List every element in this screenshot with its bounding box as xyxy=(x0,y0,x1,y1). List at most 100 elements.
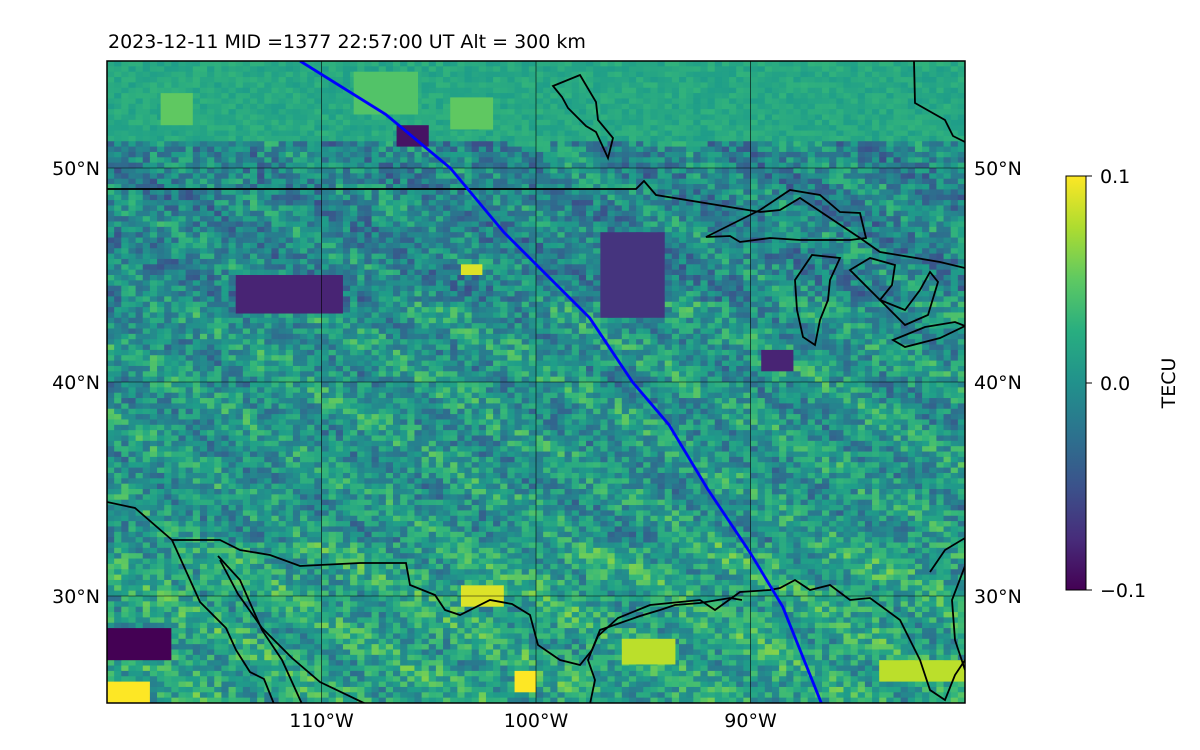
heatmap-cell xyxy=(628,114,637,121)
heatmap-cell xyxy=(679,200,687,207)
heatmap-cell xyxy=(400,194,408,201)
heatmap-cell xyxy=(271,216,280,223)
heatmap-cell xyxy=(235,103,244,110)
heatmap-cell xyxy=(235,109,244,116)
heatmap-cell xyxy=(714,119,723,126)
heatmap-cell xyxy=(714,237,723,244)
heatmap-cell xyxy=(342,205,351,212)
heatmap-cell xyxy=(250,216,258,223)
heatmap-cell xyxy=(493,248,501,255)
heatmap-cell xyxy=(378,61,387,67)
heatmap-cell xyxy=(929,221,937,228)
heatmap-cell xyxy=(700,130,709,137)
heatmap-cell xyxy=(321,93,330,100)
heatmap-cell xyxy=(750,87,759,94)
heatmap-cell xyxy=(135,184,144,190)
heatmap-cell xyxy=(714,173,723,180)
heatmap-cell xyxy=(614,221,623,228)
heatmap-cell xyxy=(893,82,902,89)
heatmap-cell xyxy=(507,173,516,180)
heatmap-cell xyxy=(149,258,158,265)
heatmap-cell xyxy=(142,184,151,190)
heatmap-cell xyxy=(700,119,709,126)
heatmap-cell xyxy=(743,178,752,185)
heatmap-cell xyxy=(135,253,144,260)
heatmap-cell xyxy=(943,87,952,94)
heatmap-cell xyxy=(957,184,965,190)
heatmap-cell xyxy=(493,130,501,137)
heatmap-cell xyxy=(350,205,358,212)
heatmap-cell xyxy=(764,146,773,153)
heatmap-cell xyxy=(886,66,895,73)
heatmap-cell xyxy=(829,242,837,249)
heatmap-cell xyxy=(800,61,809,67)
heatmap-cell xyxy=(793,269,802,276)
heatmap-cell xyxy=(507,258,516,265)
heatmap-cell xyxy=(657,71,666,78)
heatmap-cell xyxy=(664,178,673,185)
heatmap-cell xyxy=(693,103,702,110)
heatmap-cell xyxy=(300,221,308,228)
heatmap-cell xyxy=(292,109,301,116)
heatmap-cell xyxy=(621,194,630,201)
heatmap-cell xyxy=(407,269,416,276)
heatmap-cell xyxy=(328,162,337,169)
heatmap-cell xyxy=(250,221,258,228)
heatmap-cell xyxy=(593,141,601,148)
heatmap-cell xyxy=(378,264,387,271)
heatmap-cell xyxy=(149,93,158,100)
heatmap-cell xyxy=(721,71,730,78)
heatmap-cell xyxy=(357,168,365,174)
heatmap-cell xyxy=(314,216,323,223)
heatmap-cell xyxy=(621,205,630,212)
heatmap-cell xyxy=(857,125,866,132)
heatmap-cell xyxy=(914,184,923,190)
heatmap-cell xyxy=(786,226,794,233)
heatmap-cell xyxy=(736,130,744,137)
heatmap-cell xyxy=(736,237,744,244)
heatmap-cell xyxy=(493,269,501,276)
heatmap-cell xyxy=(607,71,616,78)
heatmap-cell xyxy=(500,168,508,174)
heatmap-cell xyxy=(729,237,737,244)
heatmap-cell xyxy=(107,66,115,73)
heatmap-cell xyxy=(929,216,937,223)
heatmap-cell xyxy=(185,135,194,142)
heatmap-cell xyxy=(528,82,537,89)
heatmap-cell xyxy=(814,119,823,126)
heatmap-cell xyxy=(278,146,287,153)
heatmap-cell xyxy=(864,151,873,158)
heatmap-cell xyxy=(914,264,923,271)
heatmap-cell xyxy=(714,157,723,164)
heatmap-cell xyxy=(264,146,273,153)
heatmap-cell xyxy=(292,210,301,217)
heatmap-cell xyxy=(714,71,723,78)
heatmap-cell xyxy=(714,232,723,239)
heatmap-cell xyxy=(621,189,630,196)
heatmap-cell xyxy=(335,157,344,164)
heatmap-cell xyxy=(743,151,752,158)
heatmap-cell xyxy=(493,184,501,190)
heatmap-cell xyxy=(593,125,601,132)
heatmap-cell xyxy=(443,194,451,201)
heatmap-cell xyxy=(543,157,551,164)
heatmap-cell xyxy=(721,109,730,116)
heatmap-cell xyxy=(149,210,158,217)
heatmap-cell xyxy=(857,173,866,180)
heatmap-cell xyxy=(178,130,187,137)
heatmap-cell xyxy=(421,87,430,94)
heatmap-cell xyxy=(407,200,416,207)
heatmap-cell xyxy=(214,232,222,239)
heatmap-cell xyxy=(586,93,594,100)
heatmap-cell xyxy=(342,109,351,116)
heatmap-cell xyxy=(493,61,501,67)
heatmap-cell xyxy=(500,141,508,148)
heatmap-cell xyxy=(914,226,923,233)
heatmap-cell xyxy=(736,109,744,116)
heatmap-cell xyxy=(943,135,952,142)
heatmap-cell xyxy=(185,242,194,249)
heatmap-cell xyxy=(485,205,494,212)
heatmap-cell xyxy=(550,194,559,201)
heatmap-cell xyxy=(621,146,630,153)
heatmap-cell xyxy=(829,258,837,265)
